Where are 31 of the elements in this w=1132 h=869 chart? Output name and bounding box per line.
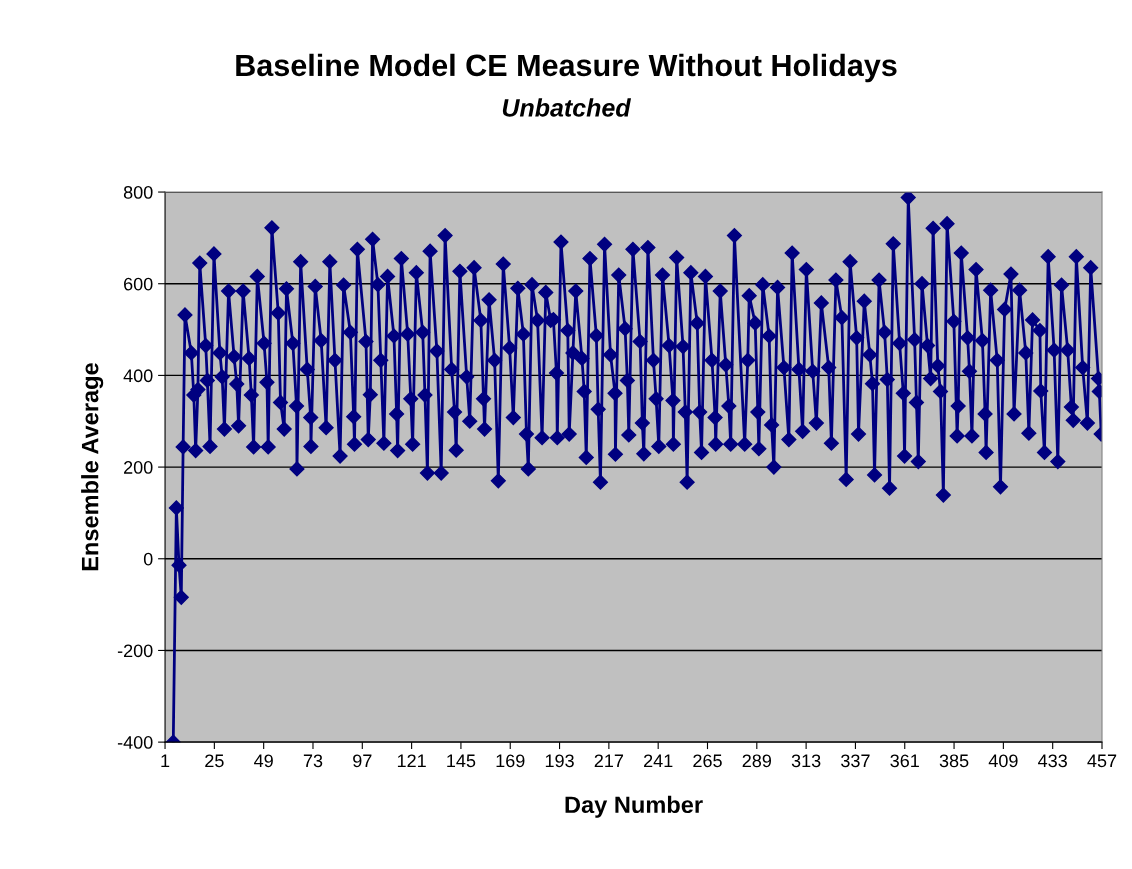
y-tick-label: 200: [124, 461, 153, 474]
x-tick-label: 457: [1087, 754, 1117, 768]
y-tick-label: 800: [123, 185, 153, 199]
x-axis-title: Day Number: [565, 795, 703, 818]
x-tick-label: 1: [161, 754, 170, 768]
x-tick-label: 97: [353, 754, 372, 768]
y-tick-label: 600: [124, 277, 153, 291]
x-tick-label: 49: [254, 754, 273, 768]
y-tick-label: 0: [143, 552, 153, 566]
y-tick-label: -200: [117, 644, 153, 658]
x-tick-label: 145: [447, 754, 476, 768]
x-tick-label: 265: [693, 754, 722, 768]
x-tick-label: 337: [841, 754, 870, 768]
x-tick-label: 385: [939, 754, 969, 768]
y-tick-label: 400: [123, 369, 153, 383]
x-tick-label: 169: [496, 754, 525, 768]
x-tick-label: 121: [397, 754, 426, 768]
x-tick-label: 217: [594, 754, 624, 768]
x-tick-label: 193: [545, 754, 574, 768]
chart-subtitle: Unbatched: [502, 98, 632, 117]
y-axis-title: Ensemble Average: [81, 363, 104, 571]
x-tick-label: 241: [644, 754, 673, 768]
x-tick-label: 25: [205, 754, 224, 768]
x-tick-label: 313: [791, 754, 821, 768]
x-tick-label: 433: [1038, 754, 1067, 768]
x-tick-label: 361: [890, 754, 919, 768]
chart-title: Baseline Model CE Measure Without Holidays: [236, 53, 897, 83]
x-tick-label: 73: [303, 754, 323, 768]
y-tick-label: -400: [117, 736, 153, 749]
x-tick-label: 409: [988, 754, 1018, 768]
x-tick-label: 289: [742, 754, 772, 768]
